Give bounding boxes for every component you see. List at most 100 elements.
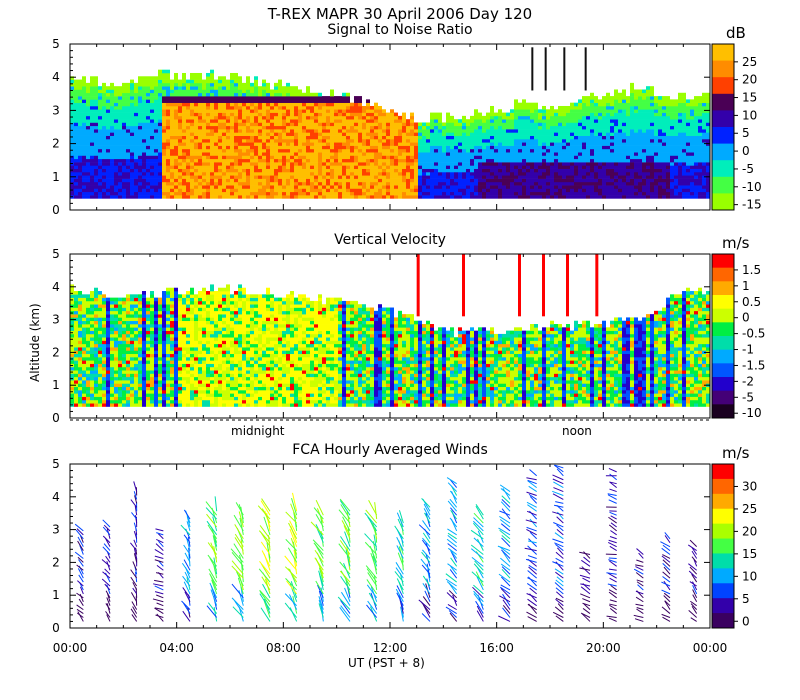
- wind-barb: [473, 517, 484, 528]
- wind-barb: [206, 520, 218, 536]
- wind-barb: [692, 581, 698, 591]
- wind-barb: [132, 587, 138, 595]
- wind-barb: [527, 480, 537, 489]
- wind-barb: [79, 586, 84, 595]
- wind-barb: [101, 578, 111, 587]
- wind-barb: [238, 511, 244, 528]
- wind-barb: [450, 509, 458, 520]
- wind-barb: [499, 484, 511, 492]
- wind-barb: [339, 570, 351, 583]
- wind-barb: [528, 540, 537, 544]
- wind-barb: [662, 544, 671, 551]
- wind-barb: [133, 548, 138, 559]
- wind-barb: [183, 534, 191, 544]
- wind-barb: [132, 561, 138, 571]
- wind-barb: [691, 547, 698, 555]
- wind-barb: [154, 591, 164, 595]
- wind-barb: [555, 551, 564, 559]
- wind-colorbar-swatch: [712, 523, 734, 540]
- snr-colorbar-label: 25: [742, 55, 757, 69]
- wind-barb: [158, 540, 164, 547]
- wind-barb: [552, 474, 564, 481]
- wind-barb: [501, 568, 511, 579]
- wind-barb: [258, 530, 271, 544]
- wind-barb: [230, 548, 244, 563]
- wind-barb: [555, 543, 564, 551]
- wind-barb: [607, 583, 617, 587]
- wind-barb: [556, 591, 564, 599]
- wind-barb: [636, 608, 644, 614]
- wind-barb: [553, 464, 564, 473]
- wind-barb: [661, 555, 671, 563]
- wind-barb: [366, 568, 378, 583]
- wind-barb: [471, 571, 484, 583]
- wind-colorbar-label: 5: [742, 592, 750, 606]
- wind-barb: [154, 549, 164, 555]
- wind-barb: [607, 493, 617, 496]
- wind-barb: [340, 575, 351, 591]
- wind-barb: [396, 536, 404, 551]
- wind-barb: [525, 519, 537, 524]
- wind-barb: [499, 529, 511, 540]
- wind-barb: [155, 572, 164, 575]
- wind-barb: [609, 481, 617, 489]
- wind-barb: [373, 534, 378, 551]
- velocity-colorbar-swatch: [712, 254, 734, 269]
- wind-barb: [447, 500, 458, 512]
- snr-colorbar-swatch: [712, 60, 734, 78]
- wind-barb: [608, 539, 617, 544]
- wind-barb: [502, 551, 511, 563]
- snr-colorbar-swatch: [712, 44, 734, 62]
- wind-barb: [186, 516, 191, 528]
- wind-barb: [527, 604, 537, 611]
- velocity-colorbar-label: -1.5: [742, 358, 765, 372]
- wind-barb: [285, 511, 298, 524]
- wind-barb: [662, 563, 671, 571]
- velocity-colorbar-label: -1: [742, 343, 754, 357]
- wind-barb: [74, 523, 84, 532]
- velocity-streak: [595, 254, 599, 317]
- wind-barb: [526, 528, 537, 536]
- wind-barb: [579, 574, 591, 579]
- wind-barb: [133, 522, 138, 532]
- velocity-colorbar-label: 1: [742, 279, 750, 293]
- wind-colorbar-swatch: [712, 598, 734, 614]
- wind-barb: [213, 607, 218, 622]
- wind-barb: [609, 511, 617, 516]
- wind-barb: [500, 584, 511, 591]
- wind-barb: [293, 557, 298, 575]
- x-tick-label: 20:00: [586, 641, 621, 655]
- wind-barb: [660, 541, 671, 548]
- wind-barb: [368, 592, 378, 606]
- snr-colorbar-swatch: [712, 93, 734, 111]
- wind-barb: [528, 538, 538, 548]
- wind-barb: [181, 600, 191, 610]
- wind-barb: [556, 516, 564, 524]
- wind-barb: [153, 583, 164, 587]
- wind-barb: [233, 514, 244, 532]
- wind-barb: [134, 505, 138, 516]
- wind-barb: [103, 524, 111, 532]
- wind-colorbar-swatch: [712, 493, 734, 510]
- wind-barb: [260, 500, 271, 516]
- velocity-panel-title: Vertical Velocity: [334, 232, 446, 248]
- wind-barb: [662, 554, 671, 559]
- wind-barb: [214, 496, 218, 512]
- wind-barb: [609, 473, 617, 481]
- snr-colorbar-frame: [711, 43, 735, 211]
- velocity-streak: [518, 254, 521, 317]
- wind-barb: [156, 564, 164, 571]
- wind-barb: [182, 587, 191, 599]
- wind-barb: [689, 539, 698, 548]
- wind-barb: [396, 592, 404, 606]
- wind-barb: [156, 602, 164, 607]
- wind-barb: [580, 586, 591, 595]
- wind-barb: [205, 507, 218, 520]
- wind-barb: [499, 510, 511, 516]
- wind-barb: [313, 507, 324, 520]
- velocity-colorbar-swatch: [712, 267, 734, 282]
- wind-barb: [102, 546, 111, 555]
- wind-barb: [207, 602, 218, 614]
- wind-barb: [131, 601, 138, 610]
- wind-barb: [183, 581, 191, 595]
